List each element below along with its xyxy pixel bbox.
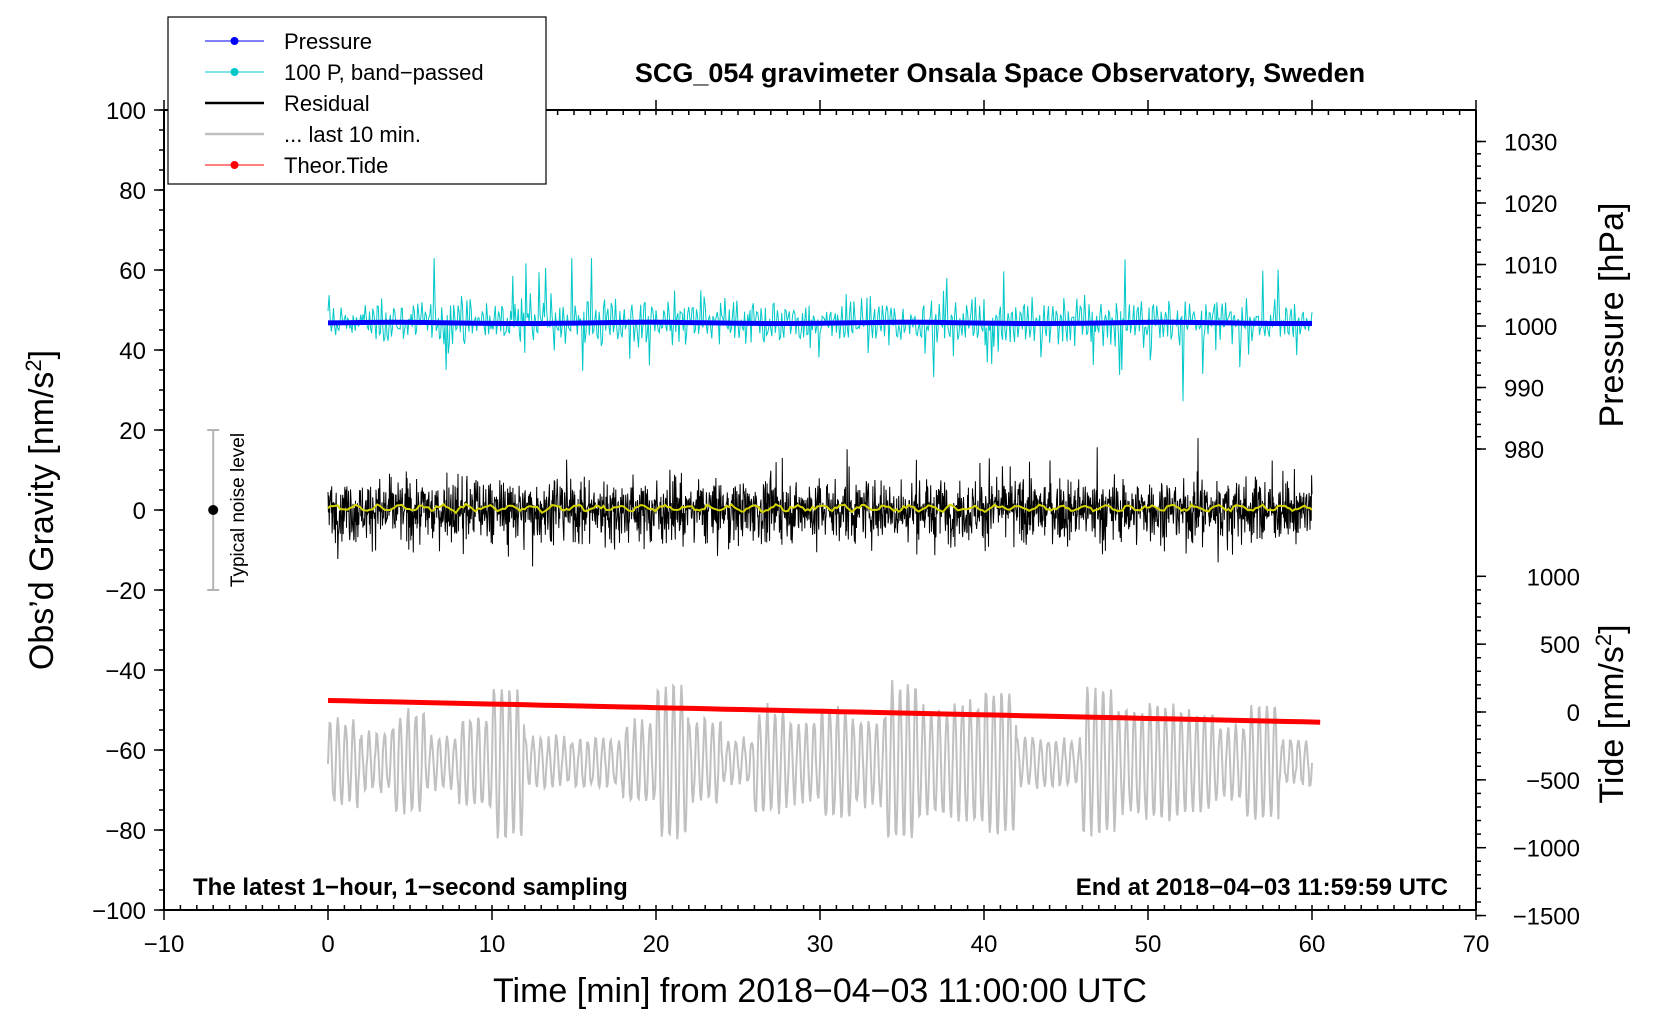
tide-axis-title-text: Tide [nm/s — [1593, 646, 1631, 803]
pressure-tick-label: 1030 — [1504, 130, 1557, 157]
series-theoretical-tide — [327, 698, 1321, 725]
tide-axis-title: Tide [nm/s2] — [1591, 624, 1631, 803]
y-axis-ticks: −100 −80 −60 −40 −20 0 20 40 60 80 100 — [92, 98, 164, 925]
series-last-10-min — [327, 680, 1313, 840]
legend-box — [167, 16, 547, 185]
y-axis-title-left-close: ] — [23, 350, 61, 359]
y-tick-label: −20 — [105, 578, 146, 605]
pressure-tick-label: 1010 — [1504, 253, 1557, 280]
pressure-axis-ticks: 980 990 1000 1010 1020 1030 — [1476, 130, 1557, 464]
pressure-tick-label: 980 — [1504, 437, 1544, 464]
legend-label: Residual — [284, 91, 370, 116]
series-residual-smoothed — [327, 502, 1313, 515]
tide-tick-label: −500 — [1526, 768, 1580, 795]
legend-marker — [230, 161, 239, 169]
y-tick-label: 0 — [133, 498, 146, 525]
y-tick-label: 40 — [119, 338, 146, 365]
noise-bar-label: Typical noise level — [228, 433, 249, 587]
y-axis-title-left-text: Obs’d Gravity [nm/s — [23, 372, 61, 671]
tide-axis-ticks: −1500 −1000 −500 0 500 1000 — [1476, 564, 1580, 931]
y-tick-label: −60 — [105, 738, 146, 765]
x-tick-label: 20 — [643, 931, 670, 958]
y-axis-title-left: Obs’d Gravity [nm/s2] — [21, 350, 61, 670]
y-tick-label: −40 — [105, 658, 146, 685]
y-tick-label: −80 — [105, 818, 146, 845]
series-pressure — [327, 319, 1312, 326]
x-tick-label: 60 — [1299, 931, 1326, 958]
tide-tick-label: 0 — [1567, 700, 1580, 727]
note-left: The latest 1−hour, 1−second sampling — [193, 874, 628, 901]
tide-tick-label: −1500 — [1513, 904, 1580, 931]
pressure-tick-label: 990 — [1504, 376, 1544, 403]
tide-tick-label: 1000 — [1527, 564, 1580, 591]
legend-label: 100 P, band−passed — [284, 60, 484, 85]
x-tick-label: 50 — [1135, 931, 1162, 958]
tide-axis-title-sup: 2 — [1591, 634, 1616, 646]
legend-marker — [230, 68, 239, 76]
series-group — [327, 257, 1321, 840]
tide-tick-label: 500 — [1540, 632, 1580, 659]
noise-bar-center-dot — [208, 505, 219, 515]
y-tick-label: −100 — [92, 898, 146, 925]
noise-bar: Typical noise level — [207, 429, 249, 591]
pressure-axis-title: Pressure [hPa] — [1593, 203, 1631, 428]
tide-tick-label: −1000 — [1513, 836, 1580, 863]
series-pressure-bandpassed — [327, 257, 1313, 402]
x-axis-ticks: −10 0 10 20 30 40 50 60 70 — [144, 100, 1490, 958]
legend-marker — [230, 37, 239, 45]
legend-label: Theor.Tide — [284, 153, 388, 178]
legend: Pressure 100 P, band−passed Residual ... la… — [167, 16, 547, 185]
x-axis-title: Time [min] from 2018−04−03 11:00:00 UTC — [493, 972, 1147, 1010]
x-tick-label: −10 — [144, 931, 185, 958]
legend-label: ... last 10 min. — [284, 122, 421, 147]
x-tick-label: 70 — [1463, 931, 1490, 958]
y-tick-label: 60 — [119, 258, 146, 285]
note-right: End at 2018−04−03 11:59:59 UTC — [1076, 874, 1448, 901]
y-tick-label: 80 — [119, 178, 146, 205]
chart-title: SCG_054 gravimeter Onsala Space Observat… — [635, 58, 1365, 88]
x-tick-label: 0 — [321, 931, 334, 958]
x-tick-label: 10 — [479, 931, 506, 958]
x-tick-label: 30 — [807, 931, 834, 958]
y-tick-label: 20 — [119, 418, 146, 445]
y-axis-title-left-sup: 2 — [21, 359, 46, 371]
y-tick-label: 100 — [106, 98, 146, 125]
tide-axis-title-close: ] — [1593, 624, 1631, 633]
series-residual — [327, 438, 1313, 567]
x-tick-label: 40 — [971, 931, 998, 958]
pressure-tick-label: 1020 — [1504, 191, 1557, 218]
legend-label: Pressure — [284, 29, 372, 54]
pressure-tick-label: 1000 — [1504, 314, 1557, 341]
